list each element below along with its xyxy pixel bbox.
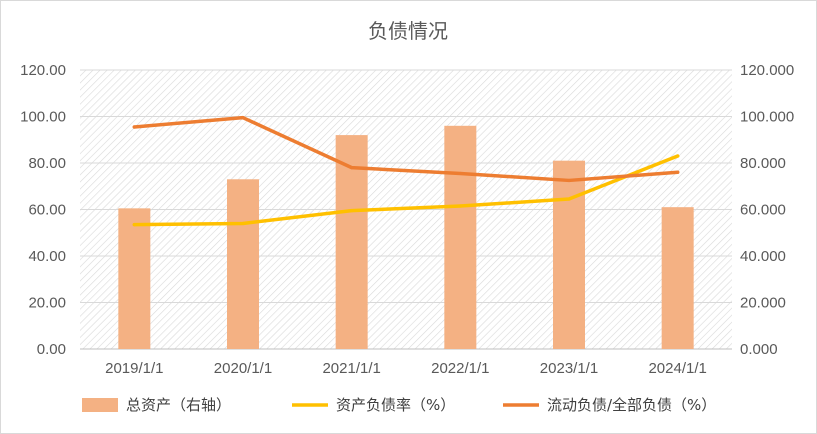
y-left-tick-label: 20.00 xyxy=(28,295,66,312)
bar xyxy=(444,125,477,349)
y-left-tick-label: 100.00 xyxy=(20,109,66,126)
legend-label: 资产负债率（%） xyxy=(336,396,455,414)
y-right-tick-label: 40.000 xyxy=(740,248,786,265)
series-point xyxy=(350,166,354,170)
series-point xyxy=(132,125,136,129)
bar-series xyxy=(118,125,694,349)
axes: 0.00 20.00 40.00 60.00 80.00 100.00 120.00 0.00… xyxy=(20,62,794,377)
series-point xyxy=(567,178,571,183)
y-right-tick-label: 60.000 xyxy=(740,202,786,219)
series-line-2 xyxy=(132,115,680,183)
y-left-tick-label: 40.00 xyxy=(28,248,66,265)
bar xyxy=(118,208,151,349)
series-point xyxy=(241,221,245,226)
bar xyxy=(553,160,585,349)
series-line-1 xyxy=(132,154,680,227)
line-series xyxy=(132,115,680,227)
series-point xyxy=(676,170,680,174)
y-left-tick-label: 80.00 xyxy=(28,155,66,172)
x-tick-label: 2023/1/1 xyxy=(540,360,598,377)
x-tick-label: 2022/1/1 xyxy=(431,360,489,377)
bar xyxy=(227,179,259,349)
series-point xyxy=(132,223,136,227)
y-left-tick-label: 120.00 xyxy=(20,62,66,79)
legend-label: 流动负债/全部负债（%） xyxy=(547,396,716,414)
grid-lines xyxy=(80,69,732,350)
y-right-tick-label: 80.000 xyxy=(740,155,786,172)
y-right-tick-label: 0.000 xyxy=(740,341,778,358)
legend-label: 总资产（右轴） xyxy=(126,396,231,414)
y-right-tick-label: 100.000 xyxy=(740,109,794,126)
x-tick-label: 2021/1/1 xyxy=(322,360,380,377)
x-tick-label: 2024/1/1 xyxy=(648,360,706,377)
y-right-tick-label: 120.000 xyxy=(740,62,794,79)
series-point xyxy=(241,116,245,120)
series-point xyxy=(458,171,462,176)
chart-title: 负债情况 xyxy=(368,19,448,43)
series-point xyxy=(676,154,680,158)
series-point xyxy=(567,197,571,201)
series-point xyxy=(458,204,462,208)
series-point xyxy=(350,209,354,213)
bar xyxy=(335,135,368,349)
y-left-tick-label: 60.00 xyxy=(28,202,66,219)
legend: 总资产（右轴） 资产负债率（%） 流动负债/全部负债（%） xyxy=(82,396,716,414)
x-tick-label: 2019/1/1 xyxy=(105,360,163,377)
y-left-tick-label: 0.00 xyxy=(37,341,66,358)
bar xyxy=(661,207,694,349)
legend-swatch-bar xyxy=(82,398,118,412)
x-tick-label: 2020/1/1 xyxy=(214,360,272,377)
y-right-tick-label: 20.000 xyxy=(740,295,786,312)
